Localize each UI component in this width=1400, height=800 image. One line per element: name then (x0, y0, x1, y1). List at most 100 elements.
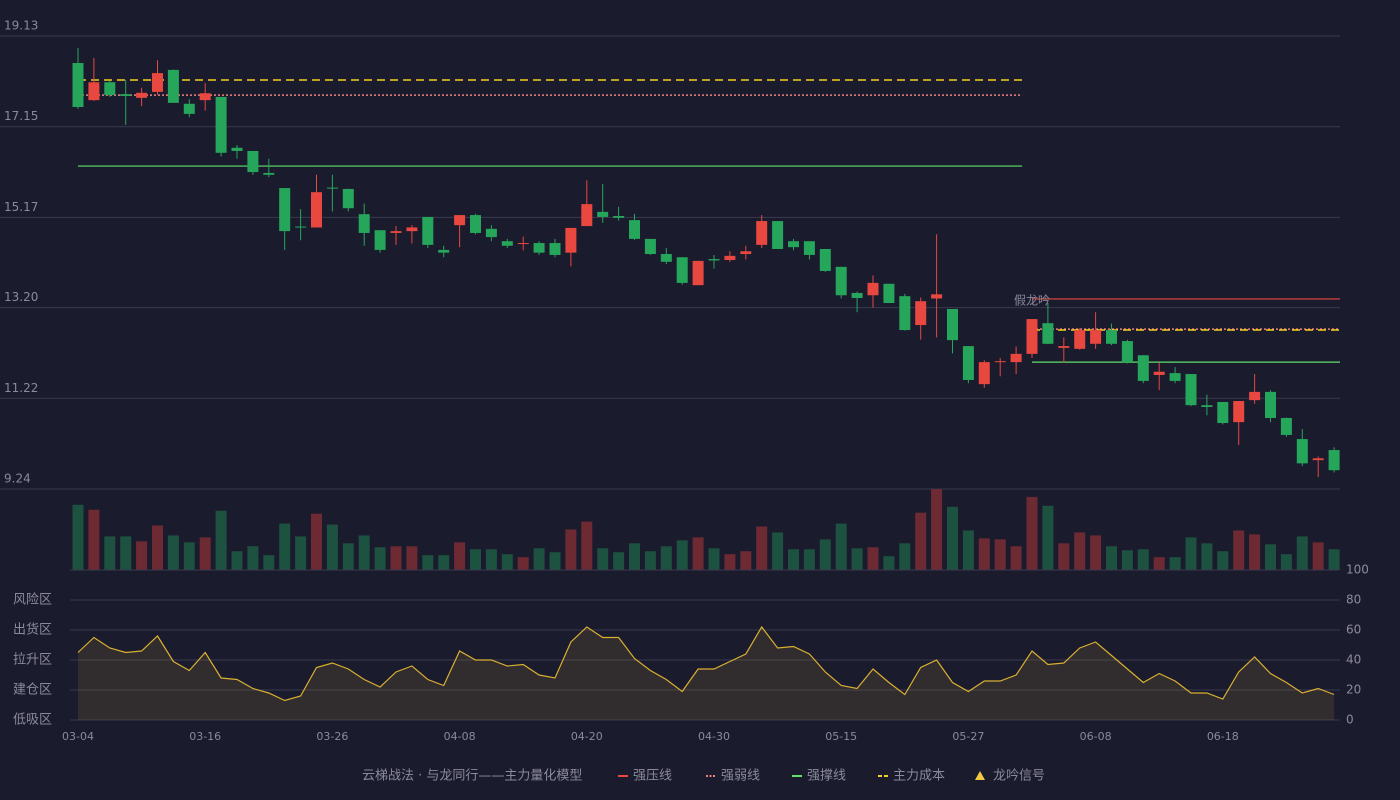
zone-label: 风险区 (13, 593, 52, 608)
volume-bar (183, 542, 195, 570)
volume-bar (231, 551, 243, 570)
volume-bar (915, 512, 927, 570)
candle-body (1153, 371, 1165, 375)
zone-label: 拉升区 (13, 653, 52, 668)
volume-bar (263, 555, 275, 570)
volume-bar (597, 548, 609, 570)
volume-bar (1121, 550, 1133, 570)
volume-bar (994, 539, 1006, 570)
volume-bar (772, 532, 784, 570)
candle-body (120, 94, 132, 97)
candle-body (1042, 323, 1054, 344)
candle-body (629, 220, 640, 239)
volume-bar (803, 549, 815, 570)
candle-body (104, 82, 116, 96)
candle-body (994, 361, 1006, 363)
y-tick-label: 19.13 (4, 19, 38, 33)
candle-body (1249, 391, 1261, 401)
legend-title: 云梯战法 · 与龙同行——主力量化模型 (362, 769, 582, 784)
volume-bar (485, 549, 497, 570)
candle-body (1026, 319, 1038, 354)
candle-body (199, 93, 211, 101)
candle-body (295, 226, 307, 228)
volume-bar (676, 540, 688, 570)
volume-bar (788, 549, 799, 570)
candle-body (724, 255, 736, 260)
candle-body (565, 227, 577, 253)
legend-label: 主力成本 (893, 769, 945, 784)
candle-body (247, 150, 259, 173)
volume-bar (549, 552, 561, 570)
volume-bar (1169, 557, 1181, 570)
volume-bar (1249, 534, 1261, 570)
volume-bar (295, 536, 307, 570)
candle-body (788, 241, 799, 248)
candle-body (406, 227, 418, 232)
volume-bar (978, 538, 990, 570)
candle-body (613, 216, 625, 218)
x-tick-label: 05-15 (825, 730, 857, 743)
volume-bar (358, 535, 370, 570)
candle-body (1201, 405, 1213, 408)
volume-bar (1312, 542, 1324, 570)
candle-body (947, 308, 958, 341)
volume-bar (247, 546, 259, 570)
candle-body (1280, 418, 1292, 435)
volume-bar (644, 551, 656, 570)
candle-body (867, 282, 879, 296)
x-tick-label: 03-16 (189, 730, 221, 743)
candle-body (501, 241, 513, 246)
y-tick-label: 17.15 (4, 109, 38, 123)
candle-body (899, 296, 911, 331)
candle-body (533, 243, 545, 253)
y2-tick-label: 40 (1346, 653, 1361, 667)
volume-bar (613, 552, 625, 570)
candle-body (1137, 355, 1149, 381)
y2-tick-label: 80 (1346, 593, 1361, 607)
candle-body (326, 187, 338, 189)
volume-bar (311, 513, 322, 570)
volume-bar (72, 504, 84, 570)
candle-body (136, 92, 148, 98)
volume-bar (1296, 536, 1308, 570)
candle-body (756, 221, 768, 245)
candle-body (1265, 391, 1276, 419)
candle-body (1106, 330, 1117, 344)
candle-body (1328, 450, 1340, 471)
volume-bar (279, 523, 291, 570)
volume-bar (1233, 530, 1245, 570)
candle-body (708, 259, 720, 261)
candle-body (1010, 353, 1022, 363)
volume-bar (1201, 543, 1213, 570)
volume-bar (152, 525, 163, 570)
candle-body (167, 69, 179, 103)
candle-body (772, 221, 784, 249)
signal-label: 假龙吟 (1014, 293, 1050, 308)
volume-bar (501, 554, 513, 570)
volume-bar (1090, 535, 1102, 570)
x-tick-label: 04-30 (698, 730, 730, 743)
x-tick-label: 03-04 (62, 730, 94, 743)
volume-bar (1185, 537, 1197, 570)
volume-bar (1137, 549, 1149, 570)
candle-body (454, 215, 466, 226)
zone-label: 低吸区 (13, 713, 52, 728)
volume-bar (454, 542, 466, 570)
candle-body (390, 231, 402, 233)
legend-label: 龙吟信号 (993, 768, 1045, 784)
volume-bar (835, 523, 847, 570)
volume-bar (104, 536, 116, 570)
candle-body (803, 241, 815, 255)
candle-body (231, 147, 243, 151)
y-tick-label: 9.24 (4, 472, 31, 486)
candle-body (72, 63, 84, 107)
candle-body (1169, 373, 1181, 381)
indicator-line (77, 625, 1335, 702)
candle-body (422, 216, 434, 245)
candle-body (374, 230, 386, 250)
volume-bar (1106, 546, 1117, 570)
volume-bar (740, 551, 752, 570)
candle-body (931, 294, 943, 299)
